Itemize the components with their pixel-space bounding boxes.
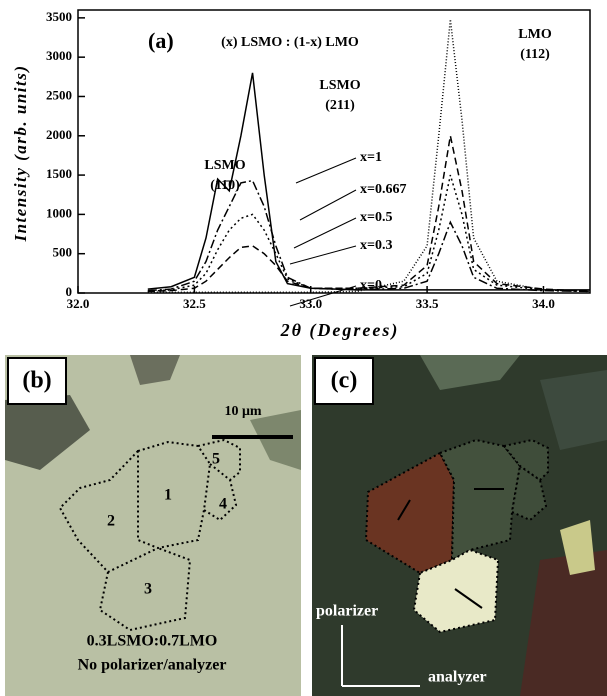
grain-number: 1 [164, 487, 172, 504]
polarizer-label: polarizer [316, 603, 378, 620]
chart-title: (x) LSMO : (1-x) LMO [221, 35, 359, 50]
legend-label: x=0.3 [360, 238, 392, 253]
panel-c: (c) polarizer analyzer [312, 355, 607, 696]
x-tick-label: 32.5 [183, 296, 206, 311]
figure: (a) (x) LSMO : (1-x) LMO 2θ (Degrees) In… [0, 0, 607, 696]
y-tick-label: 2500 [46, 87, 72, 102]
x-axis-label: 2θ (Degrees) [280, 320, 400, 341]
x-tick-label: 33.0 [299, 296, 322, 311]
caption: 0.3LSMO:0.7LMO [87, 633, 218, 650]
y-axis-label: Intensity (arb. units) [11, 64, 30, 242]
grain-number: 5 [212, 451, 220, 468]
scale-text: 10 μm [224, 404, 261, 419]
label-arrow [294, 218, 356, 248]
page: (a) (x) LSMO : (1-x) LMO 2θ (Degrees) In… [0, 0, 607, 696]
legend-label: x=0.5 [360, 210, 392, 225]
label-arrow [300, 190, 356, 220]
analyzer-label: analyzer [428, 669, 487, 686]
y-tick-label: 3000 [46, 48, 72, 63]
grain-number: 2 [107, 513, 115, 530]
panel-label: (b) [22, 368, 51, 394]
legend-label: x=1 [360, 150, 382, 165]
panel-label: (a) [148, 28, 174, 53]
peak-label: LMO [518, 27, 552, 42]
y-tick-label: 1000 [46, 205, 72, 220]
x-tick-label: 33.5 [416, 296, 439, 311]
grain-number: 4 [219, 496, 227, 513]
x-tick-label: 32.0 [67, 296, 90, 311]
peak-label: LSMO [319, 78, 360, 93]
label-arrow [290, 246, 356, 264]
panel-b: (b) 10 μm 1 2 3 4 5 0.3LSMO:0.7LMO No po… [5, 355, 301, 696]
y-tick-label: 500 [53, 245, 73, 260]
legend-label: x=0 [360, 278, 382, 293]
panel-label: (c) [331, 368, 358, 394]
peak-label: (112) [520, 47, 550, 62]
y-tick-label: 3500 [46, 9, 72, 24]
peak-label: LSMO [204, 158, 245, 173]
x-tick-label: 34.0 [532, 296, 555, 311]
y-tick-label: 1500 [46, 166, 72, 181]
caption: No polarizer/analyzer [78, 657, 227, 674]
label-arrow [296, 158, 356, 183]
legend-label: x=0.667 [360, 182, 406, 197]
grain-number: 3 [144, 581, 152, 598]
peak-label: (211) [325, 98, 355, 113]
y-tick-label: 2000 [46, 127, 72, 142]
